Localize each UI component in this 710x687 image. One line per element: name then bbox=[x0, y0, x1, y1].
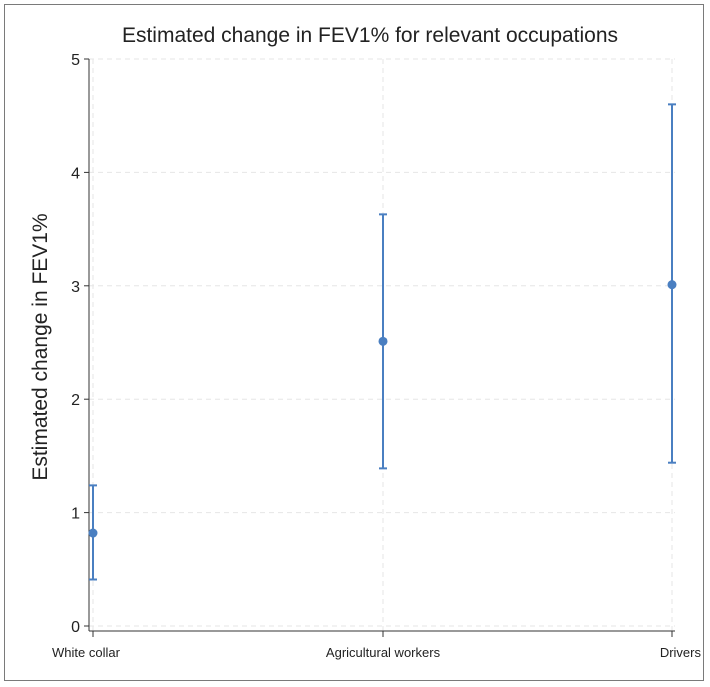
data-point bbox=[667, 280, 677, 290]
y-tick-label: 4 bbox=[71, 165, 80, 182]
grid bbox=[89, 58, 675, 631]
chart-frame: Estimated change in FEV1% for relevant o… bbox=[4, 4, 704, 681]
y-tick-label: 5 bbox=[71, 52, 80, 69]
y-tick-label: 0 bbox=[71, 619, 80, 636]
chart-title: Estimated change in FEV1% for relevant o… bbox=[122, 24, 618, 47]
data-marks bbox=[88, 103, 677, 581]
y-tick-label: 1 bbox=[71, 506, 80, 523]
x-tick-label: White collar bbox=[52, 645, 121, 660]
data-point bbox=[378, 336, 388, 346]
data-point bbox=[88, 528, 98, 538]
y-axis-label: Estimated change in FEV1% bbox=[29, 213, 52, 480]
x-tick-label: Drivers bbox=[660, 645, 702, 660]
y-tick-label: 3 bbox=[71, 279, 80, 296]
y-ticks: 0 1 2 3 4 5 bbox=[71, 52, 89, 636]
y-tick-label: 2 bbox=[71, 392, 80, 409]
x-tick-label: Agricultural workers bbox=[326, 645, 441, 660]
x-ticks: White collar Agricultural workers Drivers bbox=[52, 631, 701, 660]
chart-svg: Estimated change in FEV1% for relevant o… bbox=[29, 24, 701, 660]
